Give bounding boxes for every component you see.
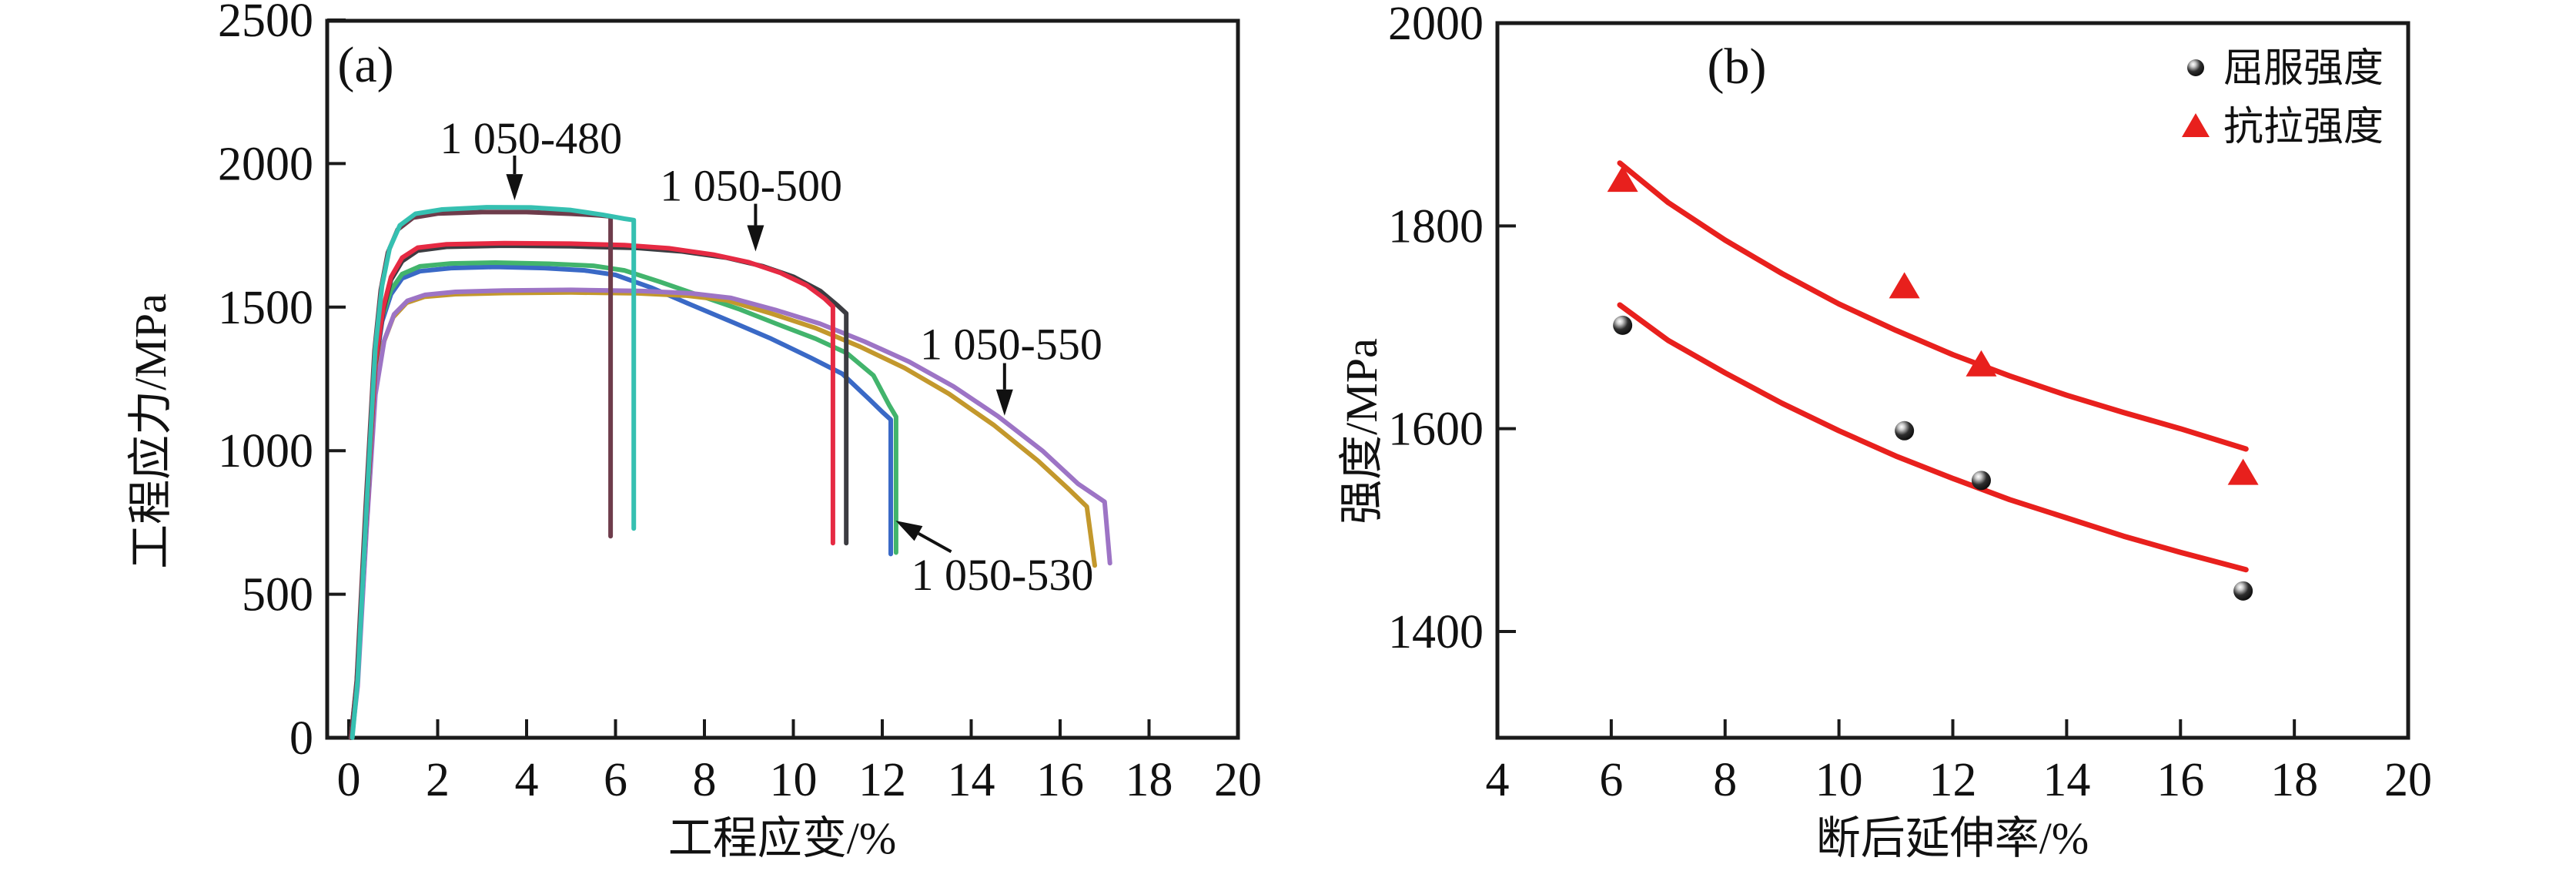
legend-label-yield: 屈服强度 — [2223, 47, 2384, 91]
x-tick-label: 14 — [2042, 754, 2090, 806]
x-tick-label: 20 — [2384, 754, 2432, 806]
x-axis-title: 断后延伸率/% — [1816, 813, 2089, 863]
tensile-strength-point — [1965, 350, 1997, 377]
stress-strain-curve — [350, 205, 637, 740]
yield-strength-point — [2233, 581, 2253, 601]
y-axis-title: 工程应力/MPa — [125, 293, 176, 569]
x-tick-label: 2 — [426, 754, 450, 806]
x-tick-label: 10 — [770, 754, 818, 806]
curve-annotation-label: 1 050-500 — [660, 160, 842, 210]
x-tick-label: 0 — [337, 754, 361, 806]
x-tick-label: 4 — [1486, 754, 1510, 806]
y-tick-label: 2000 — [218, 138, 313, 190]
x-tick-label: 16 — [1036, 754, 1084, 806]
x-tick-label: 20 — [1214, 754, 1262, 806]
y-axis-title: 强度/MPa — [1337, 338, 1387, 524]
stress-strain-curve — [348, 243, 849, 740]
annotation-arrow-head — [995, 389, 1013, 416]
tensile-strength-point — [1889, 272, 1920, 299]
x-axis-title: 工程应变/% — [668, 813, 896, 863]
annotation-arrow-head — [895, 521, 923, 541]
panel-a-stress-strain-chart: 0 2 4 6 8 10 12 14 16 18 20 0 500 1000 1500 2000 2500 工程应… — [125, 0, 1262, 863]
legend-circle-marker — [2187, 59, 2204, 76]
x-tick-label: 6 — [1599, 754, 1623, 806]
stress-strain-curve — [350, 287, 1112, 740]
annotation-arrow-head — [506, 174, 524, 201]
y-tick-label: 500 — [242, 569, 313, 621]
plot-frame — [325, 18, 1240, 740]
yield-strength-point — [1971, 471, 1991, 491]
y-tick-label: 1400 — [1388, 606, 1484, 658]
x-tick-label: 12 — [1929, 754, 1977, 806]
stress-strain-curve — [348, 260, 898, 740]
x-tick-label: 8 — [1713, 754, 1737, 806]
y-tick-label: 2500 — [218, 0, 313, 47]
x-tick-label: 10 — [1815, 754, 1863, 806]
curve-annotation-label: 1 050-550 — [920, 320, 1102, 370]
curve-annotation-label: 1 050-530 — [912, 550, 1094, 600]
x-tick-label: 16 — [2156, 754, 2204, 806]
annotation-arrow-head — [747, 225, 764, 252]
panel-b-strength-elongation-chart: 4 6 8 10 12 14 16 18 20 1400 1600 1800 2000 断后延伸率/% 强度… — [1337, 0, 2432, 863]
yield-strength-point — [1895, 420, 1915, 441]
trend-line — [1617, 302, 2249, 573]
x-tick-label: 12 — [858, 754, 906, 806]
y-tick-label: 0 — [289, 712, 313, 765]
x-tick-label: 6 — [604, 754, 627, 806]
curve-annotation-label: 1 050-480 — [440, 113, 622, 163]
x-tick-label: 8 — [693, 754, 717, 806]
y-tick-label: 2000 — [1388, 0, 1484, 50]
y-tick-label: 1500 — [218, 282, 313, 334]
x-tick-label: 14 — [948, 754, 995, 806]
legend-triangle-marker — [2182, 113, 2210, 137]
panel-label: (a) — [337, 37, 393, 93]
y-tick-label: 1000 — [218, 425, 313, 477]
tensile-strength-point — [2227, 458, 2259, 485]
y-tick-label: 1800 — [1388, 200, 1484, 253]
legend-label-tensile: 抗拉强度 — [2223, 106, 2384, 149]
annotation-arrow-line — [918, 531, 952, 554]
tensile-strength-point — [1607, 166, 1638, 193]
x-tick-label: 18 — [1126, 754, 1173, 806]
y-tick-label: 1600 — [1388, 404, 1484, 456]
trend-line — [1617, 160, 2249, 452]
x-tick-label: 18 — [2270, 754, 2318, 806]
panel-label: (b) — [1708, 39, 1767, 95]
x-tick-label: 4 — [515, 754, 539, 806]
yield-strength-point — [1613, 315, 1633, 335]
